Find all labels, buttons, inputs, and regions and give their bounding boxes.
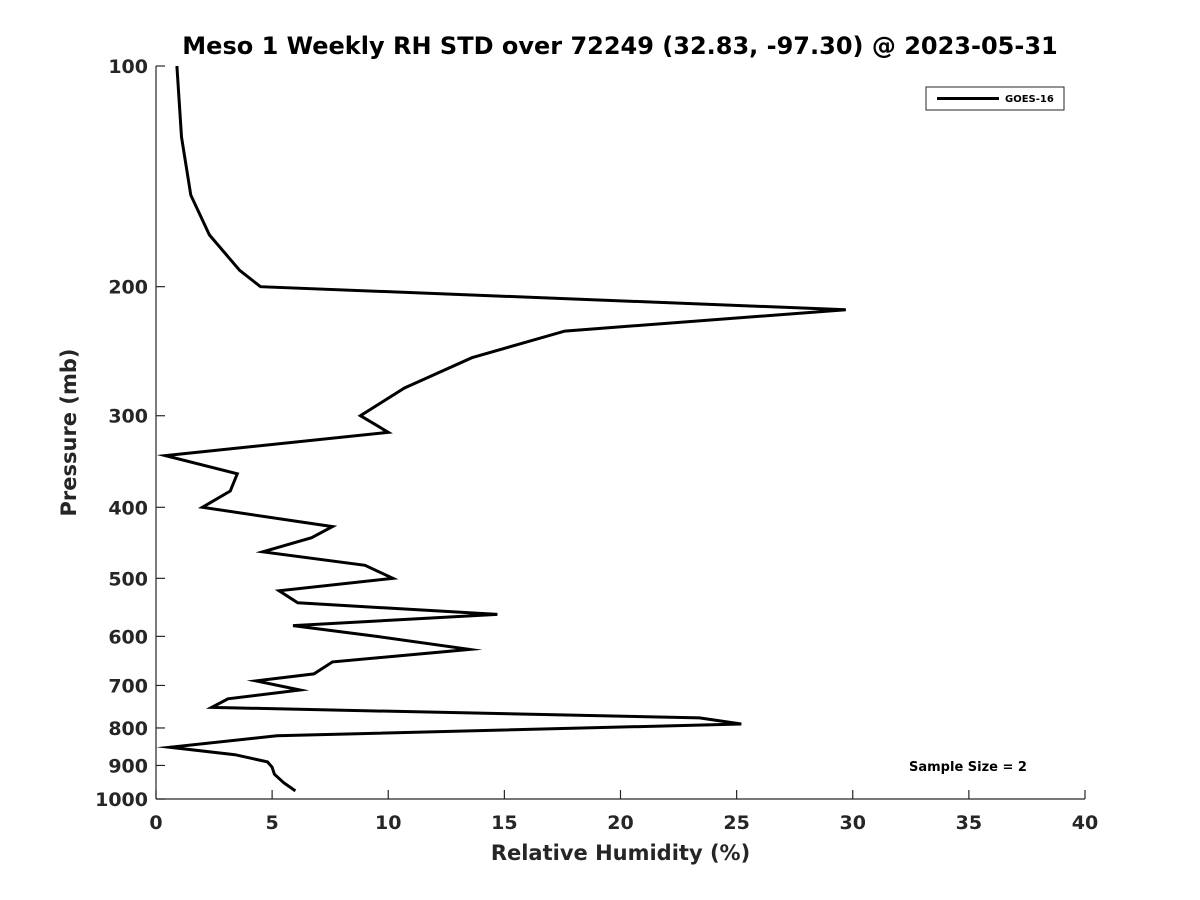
y-tick-label: 200 [108, 277, 148, 299]
x-axis-label: Relative Humidity (%) [491, 841, 750, 865]
series-layer [156, 65, 846, 793]
x-tick-label: 25 [723, 812, 749, 834]
y-tick-label: 100 [108, 56, 148, 78]
y-tick-label: 600 [108, 626, 148, 648]
series-line-goes-16 [156, 65, 846, 793]
y-tick-label: 900 [108, 755, 148, 777]
x-tick-label: 35 [956, 812, 982, 834]
y-tick-label: 500 [108, 568, 148, 590]
y-tick-label: 700 [108, 675, 148, 697]
y-tick-label: 800 [108, 718, 148, 740]
x-tick-label: 10 [375, 812, 401, 834]
x-tick-label: 20 [607, 812, 633, 834]
x-tick-label: 5 [266, 812, 279, 834]
chart-title: Meso 1 Weekly RH STD over 72249 (32.83, … [182, 32, 1057, 60]
axes: 0 5 10 15 20 25 30 35 40 100 200 300 400 500 600 700 800… [95, 56, 1098, 834]
y-tick-label: 1000 [95, 789, 148, 811]
y-axis-label: Pressure (mb) [57, 349, 81, 517]
x-tick-label: 15 [491, 812, 517, 834]
legend-label: GOES-16 [1005, 94, 1054, 105]
x-tick-label: 40 [1072, 812, 1098, 834]
sample-size-annotation: Sample Size = 2 [909, 760, 1027, 775]
legend: GOES-16 [925, 86, 1065, 111]
x-tick-label: 30 [840, 812, 866, 834]
y-tick-label: 300 [108, 406, 148, 428]
y-tick-label: 400 [108, 497, 148, 519]
x-tick-label: 0 [149, 812, 162, 834]
